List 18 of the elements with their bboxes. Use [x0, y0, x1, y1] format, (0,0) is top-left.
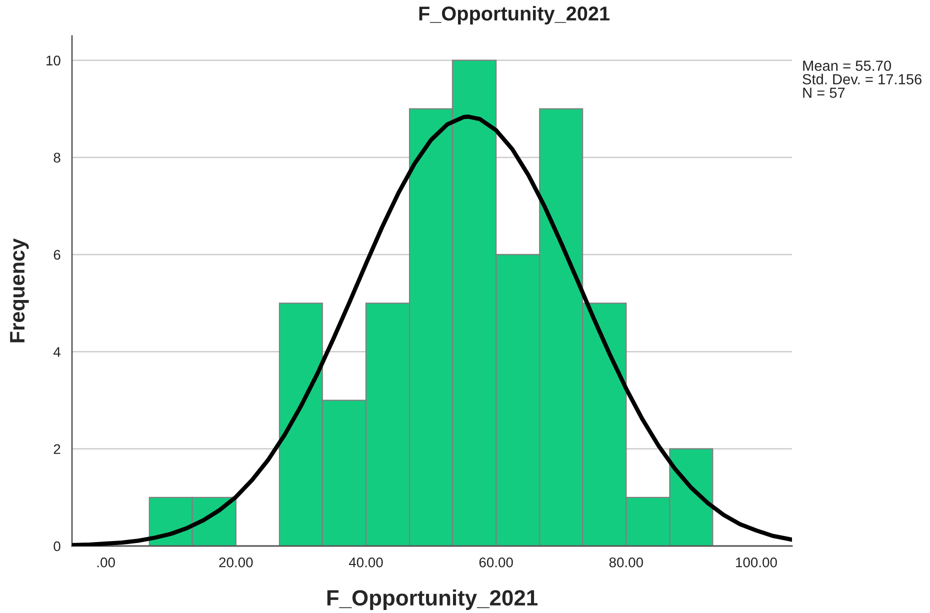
text: Std. Dev. = 17.156 — [802, 74, 922, 84]
y-tick-label: 4 — [53, 347, 60, 357]
y-axis-title: Frequency — [10, 238, 29, 342]
text: N = 57 — [803, 88, 845, 98]
chart-title: F_Opportunity_2021 — [419, 6, 610, 25]
x-tick-label: 100.00 — [736, 557, 777, 568]
y-tick-label: 8 — [54, 152, 60, 163]
y-tick-label: 10 — [46, 56, 60, 66]
y-tick-label: 6 — [54, 250, 60, 260]
x-axis-title: F_Opportunity_2021 — [327, 590, 538, 610]
y-tick-label: 2 — [54, 444, 60, 454]
text: Mean = 55.70 — [803, 60, 892, 71]
y-tick-label: 0 — [54, 541, 60, 552]
x-tick-label: 20.00 — [219, 557, 253, 568]
x-tick-label: 40.00 — [348, 557, 383, 568]
x-tick-label: 60.00 — [479, 557, 513, 568]
x-tick-label: 80.00 — [609, 557, 643, 568]
x-tick-label: .00 — [97, 557, 115, 568]
